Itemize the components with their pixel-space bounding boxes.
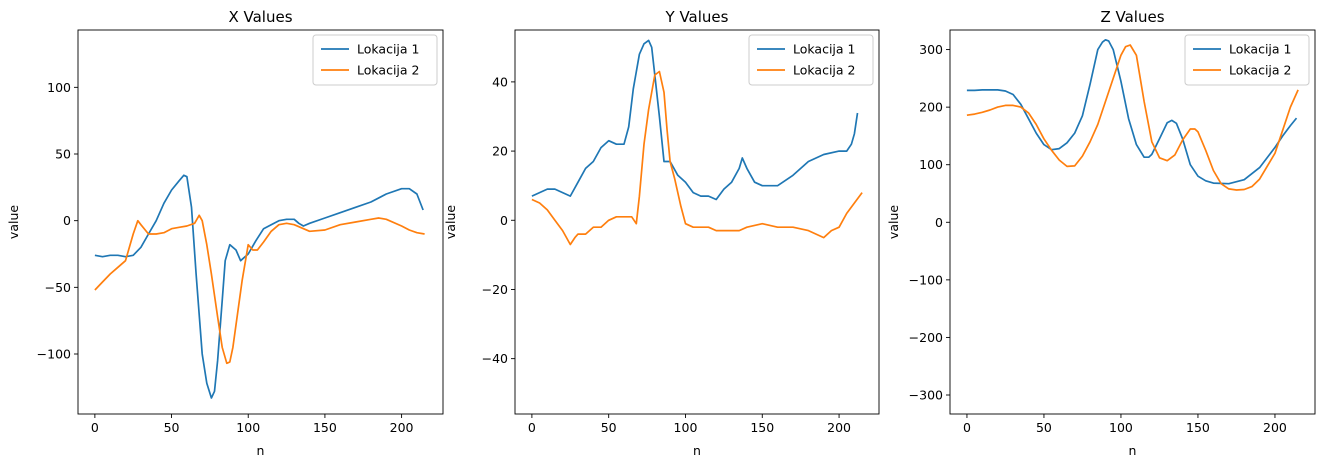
legend-label-2: Lokacija 2 xyxy=(793,63,855,78)
legend-box xyxy=(748,34,874,86)
legend-label-1: Lokacija 1 xyxy=(1229,42,1291,57)
axes-frame xyxy=(514,29,880,415)
x-axis-label: n xyxy=(693,443,701,458)
series-line-2 xyxy=(531,70,863,246)
legend-label-1: Lokacija 1 xyxy=(357,42,419,57)
y-tick-label: −100 xyxy=(37,347,71,362)
x-tick-label: 200 xyxy=(390,420,414,435)
x-tick-label: 50 xyxy=(601,420,617,435)
subplot-3: Z Values 0 50 100 150 200 300 200 100 0 −100 −200 −3… xyxy=(886,8,1316,458)
y-tick-label: 100 xyxy=(919,157,943,172)
legend: Lokacija 1 Lokacija 2 xyxy=(1184,34,1310,86)
axes-frame xyxy=(77,29,444,415)
x-tick-label: 0 xyxy=(528,420,536,435)
legend-label-2: Lokacija 2 xyxy=(357,63,419,78)
legend-box xyxy=(312,34,438,86)
y-tick-label: 40 xyxy=(492,74,508,89)
y-tick-label: −50 xyxy=(45,280,71,295)
y-axis-label: value xyxy=(443,205,458,239)
axes-frame xyxy=(949,29,1316,415)
x-tick-label: 200 xyxy=(827,420,851,435)
legend-label-2: Lokacija 2 xyxy=(1229,63,1291,78)
x-tick-label: 100 xyxy=(1109,420,1133,435)
series-group xyxy=(531,39,863,246)
y-tick-label: 0 xyxy=(63,213,71,228)
y-tick-label: 20 xyxy=(492,144,508,159)
y-axis-label: value xyxy=(886,205,901,239)
y-tick-label: −40 xyxy=(482,351,508,366)
series-line-2 xyxy=(966,44,1299,191)
y-tick-label: 0 xyxy=(500,213,508,228)
series-line-2 xyxy=(94,214,425,365)
y-tick-label: 50 xyxy=(55,147,71,162)
series-line-1 xyxy=(94,174,424,399)
y-tick-label: −300 xyxy=(909,388,943,403)
series-group xyxy=(94,174,425,399)
series-group xyxy=(966,38,1299,191)
x-tick-label: 200 xyxy=(1263,420,1287,435)
legend: Lokacija 1 Lokacija 2 xyxy=(312,34,438,86)
x-tick-label: 50 xyxy=(1036,420,1052,435)
x-axis-label: n xyxy=(257,443,265,458)
y-tick-label: −20 xyxy=(482,282,508,297)
chart-title: X Values xyxy=(228,8,292,26)
x-tick-label: 150 xyxy=(1186,420,1210,435)
x-tick-label: 150 xyxy=(313,420,337,435)
x-tick-label: 50 xyxy=(164,420,180,435)
y-tick-label: 300 xyxy=(919,42,943,57)
legend-label-1: Lokacija 1 xyxy=(793,42,855,57)
y-axis-label: value xyxy=(6,205,21,239)
x-tick-label: 100 xyxy=(674,420,698,435)
x-tick-label: 100 xyxy=(236,420,260,435)
series-line-1 xyxy=(531,39,859,201)
y-tick-label: 200 xyxy=(919,100,943,115)
y-tick-label: −100 xyxy=(909,272,943,287)
legend-box xyxy=(1184,34,1310,86)
x-tick-label: 0 xyxy=(963,420,971,435)
legend: Lokacija 1 Lokacija 2 xyxy=(748,34,874,86)
chart-title: Z Values xyxy=(1100,8,1164,26)
x-tick-label: 0 xyxy=(91,420,99,435)
y-tick-label: −200 xyxy=(909,330,943,345)
y-tick-label: 100 xyxy=(47,80,71,95)
subplot-1: X Values 0 50 100 150 200 100 50 0 −50 −100 n value L… xyxy=(6,8,444,458)
y-tick-label: 0 xyxy=(935,215,943,230)
x-axis-label: n xyxy=(1129,443,1137,458)
chart-title: Y Values xyxy=(665,8,729,26)
x-tick-label: 150 xyxy=(750,420,774,435)
